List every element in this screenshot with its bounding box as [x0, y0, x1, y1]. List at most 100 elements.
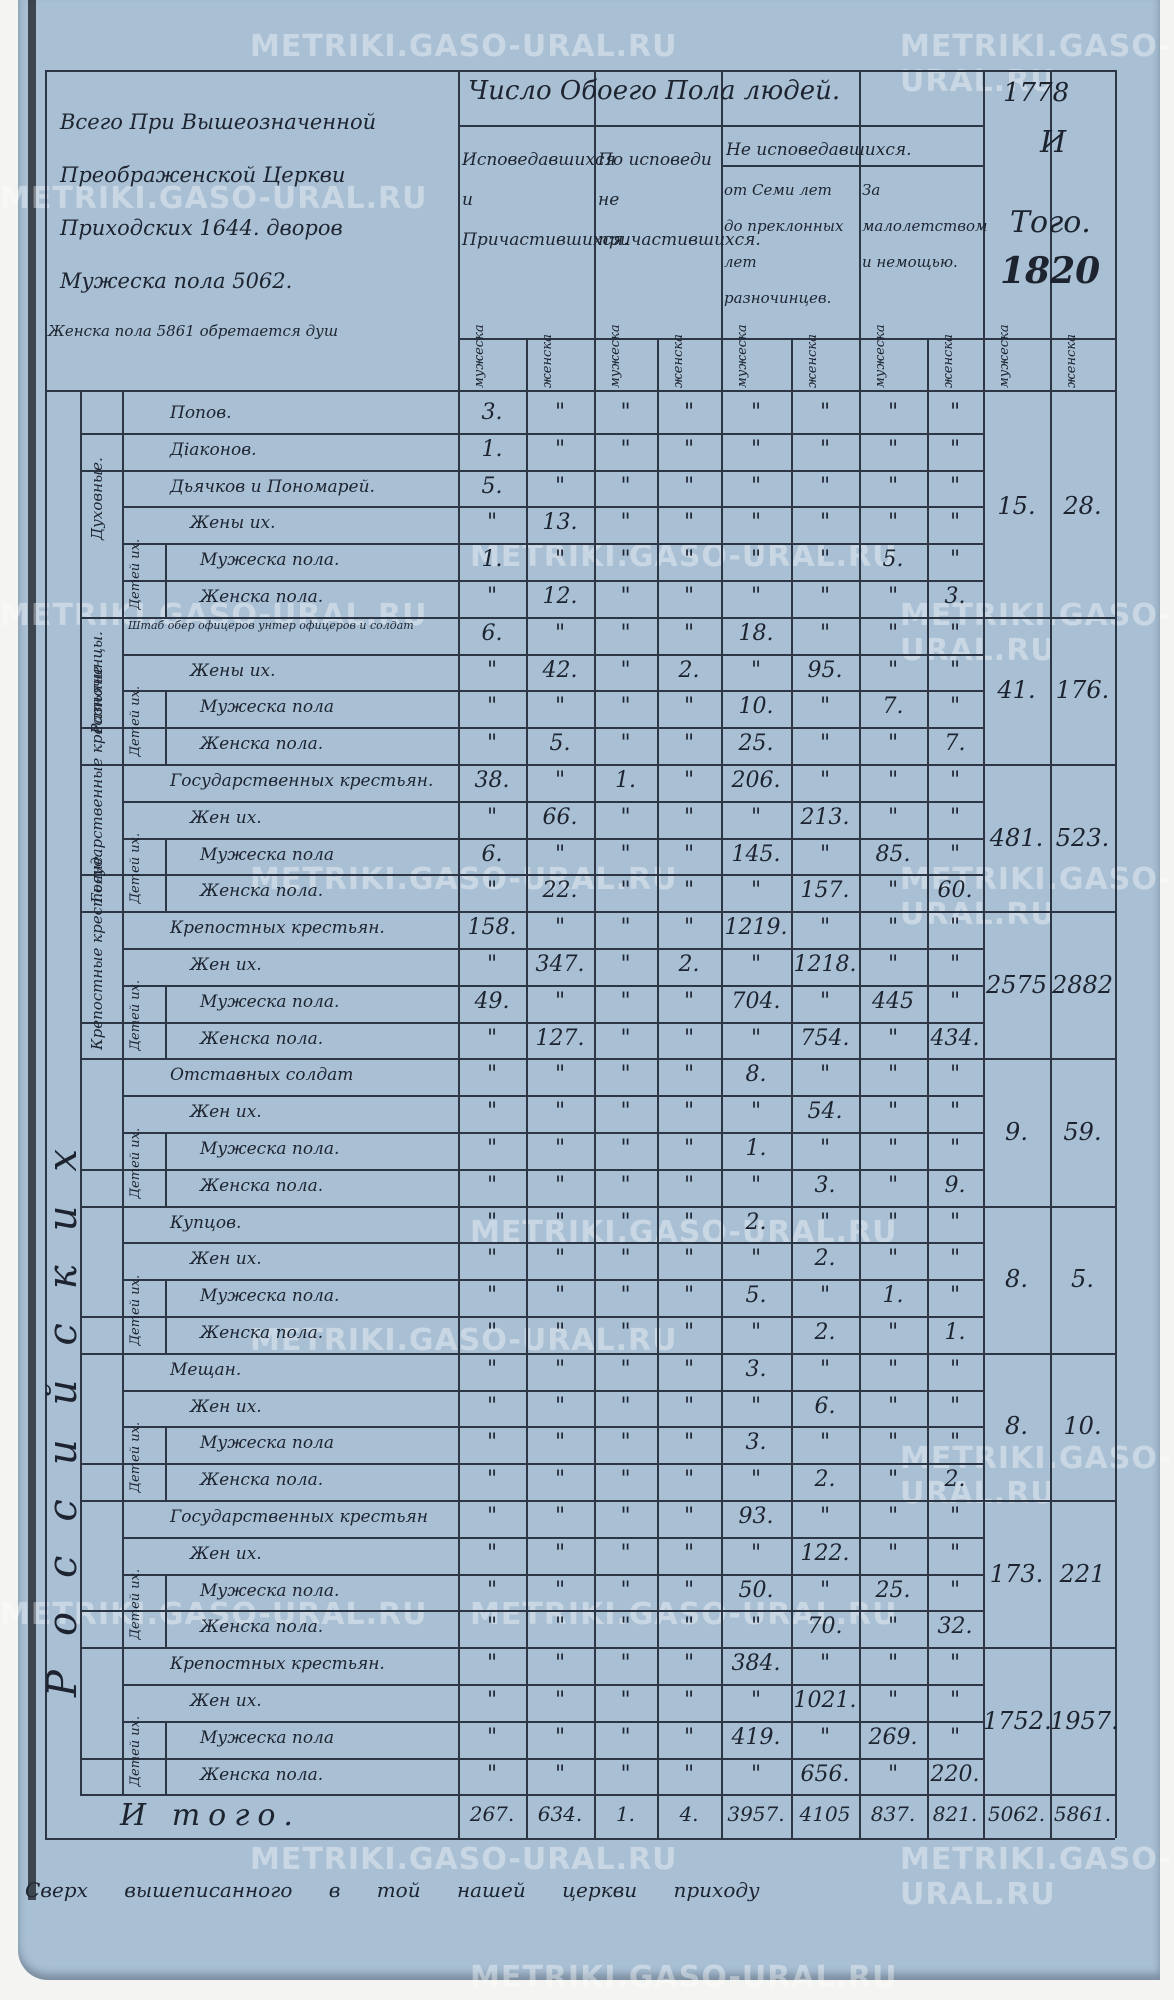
table-cell: " [554, 988, 566, 1014]
col-group-header: Не исповедавшихся. [726, 140, 912, 160]
col-group-header: Исповедавшихся и Причастившихся. [462, 150, 629, 250]
table-cell: " [683, 1320, 695, 1345]
table-cell: " [620, 1172, 631, 1198]
table-cell: " [819, 988, 831, 1014]
group-total-female: 221 [1059, 1559, 1106, 1588]
table-cell: " [819, 915, 831, 941]
table-cell: " [887, 400, 899, 425]
total-cell: 5062. [987, 1802, 1046, 1827]
column-line [45, 70, 47, 1839]
table-cell: 347. [535, 952, 585, 977]
table-cell: " [486, 1540, 498, 1566]
watermark: METRIKI.GASO-URAL.RU [250, 1842, 678, 1878]
row-label: Штаб обер офицеров унтер офицеров и солд… [128, 618, 414, 632]
table-cell: " [620, 1467, 631, 1493]
table-cell: " [554, 1356, 566, 1382]
table-cell: " [620, 1136, 631, 1161]
group-line [983, 616, 1115, 619]
table-cell: " [949, 1540, 961, 1566]
table-cell: 2. [678, 952, 700, 977]
table-cell: 10. [738, 694, 774, 720]
row-label: Мужеска пола. [200, 991, 340, 1012]
row-line [122, 1279, 983, 1282]
table-cell: " [554, 1614, 566, 1640]
row-label: Мужеска пола [200, 844, 335, 865]
group-line [80, 1205, 983, 1208]
column-line [859, 70, 861, 1839]
table-cell: 6. [481, 620, 503, 646]
table-cell: " [620, 731, 631, 757]
table-cell: " [486, 510, 498, 536]
table-cell: " [750, 1688, 762, 1713]
row-label: Отставных солдат [170, 1065, 354, 1086]
children-bracket [122, 837, 124, 912]
table-cell: " [620, 694, 631, 720]
table-cell: " [750, 952, 762, 977]
table-cell: 656. [800, 1761, 850, 1787]
column-line [983, 70, 985, 1839]
group-line [80, 1794, 983, 1797]
table-cell: " [486, 1761, 498, 1787]
table-cell: " [750, 510, 762, 536]
table-cell: " [750, 1025, 762, 1051]
header-title: Число Обоего Пола людей. [468, 76, 841, 106]
table-cell: 9. [944, 1172, 966, 1198]
table-cell: " [620, 1283, 631, 1309]
group-line [80, 911, 983, 914]
total-line [45, 1838, 1115, 1841]
table-cell: " [683, 1283, 695, 1309]
children-bracket [165, 690, 167, 764]
table-cell: 85. [875, 841, 911, 867]
table-cell: 95. [807, 657, 843, 683]
row-line [122, 1132, 983, 1134]
row-line [122, 800, 983, 803]
row-line [122, 653, 983, 656]
row-line [122, 1684, 983, 1686]
table-cell: 42. [542, 657, 578, 683]
row-label: Мужеска пола. [200, 1580, 340, 1601]
watermark: METRIKI.GASO-URAL.RU [470, 1960, 898, 1995]
table-cell: " [683, 988, 695, 1014]
table-cell: " [554, 1062, 566, 1088]
table-cell: 5. [481, 473, 503, 499]
group-total-female: 59. [1063, 1118, 1102, 1146]
row-label: Мужеска пола [200, 697, 335, 718]
group-total-male: 1752. [983, 1706, 1052, 1735]
table-cell: 54. [807, 1099, 843, 1125]
table-cell: " [819, 473, 831, 499]
row-line [80, 1316, 983, 1318]
table-cell: " [683, 1577, 695, 1603]
table-cell: 3. [944, 584, 966, 609]
table-cell: " [554, 1430, 566, 1456]
table-cell: 1. [615, 768, 636, 793]
table-cell: " [486, 878, 498, 904]
table-cell: " [683, 1172, 695, 1198]
left-column-line [80, 390, 82, 1795]
row-label: Женска пола. [200, 1617, 324, 1638]
table-cell: 5. [549, 731, 571, 757]
row-line [122, 837, 983, 840]
table-cell: " [554, 841, 566, 867]
column-line [791, 338, 793, 1839]
table-cell: 2. [944, 1467, 966, 1493]
table-cell: " [554, 1099, 566, 1125]
table-cell: " [683, 1356, 695, 1382]
table-cell: " [554, 473, 566, 499]
table-cell: " [486, 952, 498, 977]
row-line [122, 580, 983, 582]
table-cell: 445 [872, 988, 914, 1014]
watermark: METRIKI.GASO-URAL.RU [250, 1323, 678, 1358]
table-cell: " [949, 436, 961, 462]
total-label: И того. [120, 1798, 301, 1834]
table-cell: " [819, 1356, 831, 1382]
table-cell: " [949, 694, 961, 720]
table-cell: 13. [542, 510, 578, 536]
table-cell: " [887, 584, 899, 609]
table-cell: " [486, 1724, 498, 1750]
table-cell: 206. [731, 768, 781, 793]
row-label: Женска пола. [200, 1470, 324, 1491]
table-cell: " [620, 804, 631, 830]
table-cell: " [819, 1209, 831, 1235]
table-cell: " [887, 768, 899, 793]
table-cell: " [887, 1246, 899, 1272]
